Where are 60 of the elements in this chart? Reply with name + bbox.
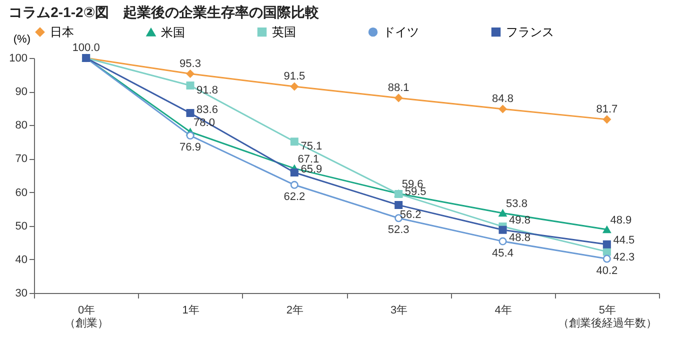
point	[394, 201, 403, 210]
data-label: 76.9	[180, 142, 201, 154]
point	[394, 94, 403, 102]
chart-title: コラム2-1-2②図 起業後の企業生存率の国際比較	[8, 4, 320, 20]
data-label: 42.3	[613, 252, 635, 264]
y-tick-label: 80	[15, 120, 28, 132]
data-label: 65.9	[300, 163, 322, 176]
data-label: 100.0	[72, 42, 100, 54]
data-label: 84.8	[492, 93, 514, 106]
point	[186, 70, 194, 78]
data-label: 45.4	[492, 247, 514, 260]
data-label: 40.2	[596, 264, 618, 277]
legend-label: フランス	[506, 25, 554, 40]
y-tick-label: 40	[15, 254, 28, 266]
data-label: 53.8	[506, 198, 528, 210]
point	[498, 226, 507, 234]
legend-label: ドイツ	[383, 25, 419, 40]
data-label: 62.2	[284, 190, 306, 203]
data-label: 44.5	[613, 234, 635, 246]
x-tick-label: 4年	[494, 304, 512, 316]
point	[498, 105, 507, 114]
data-label: 95.3	[180, 58, 201, 70]
point	[186, 132, 194, 140]
x-tick-label: 0年（創業）	[64, 304, 109, 330]
y-axis-title: (%)	[13, 34, 30, 46]
y-tick-label: 30	[15, 288, 28, 300]
x-tick-label: 2年	[286, 304, 304, 316]
point	[602, 254, 611, 263]
legend-label: 米国	[161, 25, 185, 40]
data-label: 81.7	[596, 103, 618, 116]
point	[290, 82, 298, 91]
data-label: 83.6	[196, 104, 218, 116]
y-tick-label: 70	[15, 153, 28, 166]
data-label: 52.3	[388, 224, 410, 236]
point	[290, 180, 298, 189]
point	[186, 109, 194, 118]
data-label: 48.9	[610, 214, 632, 227]
x-tick-label: 5年（創業後経過年数）	[558, 304, 657, 330]
legend-label: 日本	[50, 25, 74, 40]
x-tick-label: 3年	[390, 304, 408, 316]
legend-label: 英国	[272, 25, 296, 40]
point	[602, 226, 611, 234]
point	[186, 82, 194, 90]
data-label: 48.8	[509, 232, 530, 244]
point	[498, 210, 507, 217]
data-label: 67.1	[298, 153, 320, 166]
point	[290, 138, 298, 146]
point	[602, 240, 611, 248]
data-label: 88.1	[388, 82, 410, 94]
point	[498, 237, 507, 246]
x-tick-label: 1年	[182, 304, 200, 316]
y-tick-label: 90	[15, 86, 28, 98]
y-tick-label: 60	[15, 186, 28, 199]
data-label: 91.5	[284, 70, 306, 83]
data-label: 56.2	[400, 209, 422, 222]
point	[602, 115, 611, 124]
data-label: 49.8	[509, 214, 530, 227]
y-tick-label: 50	[15, 220, 28, 232]
y-tick-label: 100	[9, 52, 28, 64]
point	[290, 168, 298, 176]
